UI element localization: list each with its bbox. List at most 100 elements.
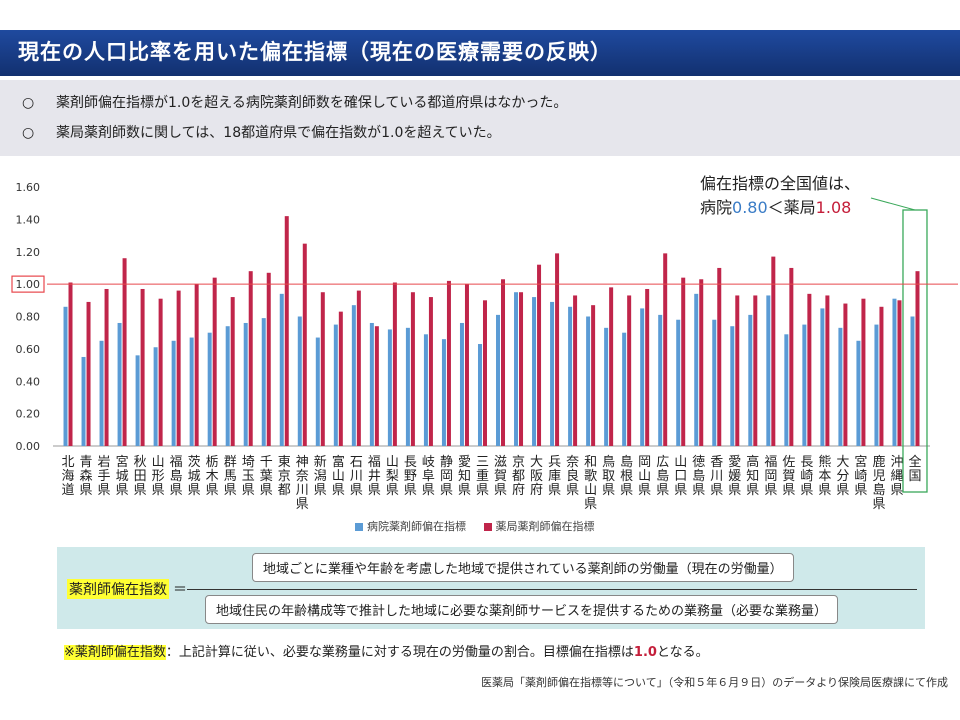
- bar-pharmacy: [248, 271, 253, 446]
- bar-pharmacy: [681, 277, 686, 446]
- category-label: 愛知県: [458, 455, 471, 498]
- bar-pharmacy: [897, 300, 902, 446]
- category-label: 香川県: [710, 455, 723, 498]
- category-label: 全国: [908, 454, 921, 484]
- bar-pharmacy: [140, 288, 145, 446]
- formula-label: 薬剤師偏在指数: [67, 579, 169, 599]
- legend-label-pharmacy: 薬局薬剤師偏在指標: [495, 520, 595, 533]
- bar-hospital: [333, 324, 338, 446]
- y-tick-label: 0.20: [16, 408, 41, 421]
- bar-pharmacy: [879, 306, 884, 446]
- category-label: 和歌山県: [584, 455, 597, 512]
- bar-hospital: [135, 355, 140, 446]
- bullet-text: 薬剤師偏在指標が1.0を超える病院薬剤師数を確保している都道府県はなかった。: [56, 95, 568, 111]
- bar-hospital: [532, 297, 537, 446]
- category-label: 沖縄県: [890, 455, 903, 498]
- category-label: 富山県: [332, 454, 345, 498]
- bar-hospital: [171, 340, 176, 446]
- formula-denominator: 地域住民の年齢構成等で推計した地域に必要な薬剤師サービスを提供するための業務量（…: [205, 595, 839, 624]
- bar-pharmacy: [374, 326, 379, 446]
- bar-pharmacy: [573, 295, 578, 446]
- bar-pharmacy: [320, 292, 325, 446]
- bar-pharmacy: [501, 279, 506, 446]
- category-label: 熊本県: [818, 454, 831, 498]
- bar-pharmacy: [663, 253, 668, 446]
- category-label: 山梨県: [386, 455, 399, 498]
- bar-pharmacy: [122, 258, 127, 446]
- category-label: 宮城県: [116, 454, 129, 498]
- bar-hospital: [63, 306, 68, 446]
- bar-hospital: [748, 314, 753, 446]
- bar-pharmacy: [861, 298, 866, 446]
- category-label: 群馬県: [224, 455, 237, 498]
- bar-pharmacy: [735, 295, 740, 446]
- bar-hospital: [297, 316, 302, 446]
- y-tick-label: 1.20: [16, 246, 41, 259]
- bar-pharmacy: [212, 277, 217, 446]
- category-label: 福島県: [170, 455, 183, 498]
- bullet-text: 薬局薬剤師数に関しては、18都道府県で偏在指数が1.0を超えていた。: [56, 125, 501, 141]
- bar-chart: 0.00 0.20 0.40 0.60 0.80 1.00 1.20 1.40 1.60 北海道青…: [11, 181, 958, 512]
- bar-pharmacy: [338, 311, 343, 446]
- category-label: 長野県: [404, 455, 417, 498]
- footnote-label: ※薬剤師偏在指数: [64, 645, 166, 660]
- category-label: 徳島県: [692, 455, 705, 498]
- category-label: 佐賀県: [782, 455, 795, 498]
- footnote-tail: となる。: [656, 645, 709, 660]
- bar-hospital: [459, 322, 464, 446]
- pharmacy-value: 1.08: [815, 198, 852, 217]
- bar-hospital: [640, 308, 645, 446]
- bar-hospital: [766, 295, 771, 446]
- bar-pharmacy: [392, 282, 397, 446]
- category-label: 山口県: [674, 455, 687, 498]
- category-label: 福井県: [368, 455, 381, 498]
- formula-equals: ＝: [173, 582, 187, 598]
- bar-hospital: [279, 293, 284, 446]
- bar-pharmacy: [356, 290, 361, 446]
- hospital-value: 0.80: [732, 198, 768, 217]
- category-label: 島根県: [620, 455, 633, 498]
- category-label: 高知県: [746, 454, 759, 498]
- bar-pharmacy: [284, 216, 289, 446]
- bar-pharmacy: [519, 292, 524, 446]
- bar-hospital: [496, 314, 501, 446]
- callout-line1: 偏在指標の全国値は、: [700, 174, 861, 193]
- category-label: 東京都: [278, 454, 291, 498]
- category-label: 石川県: [350, 455, 363, 498]
- bar-pharmacy: [807, 293, 812, 446]
- bar-pharmacy: [555, 253, 560, 446]
- bar-hospital: [856, 340, 861, 446]
- category-label: 栃木県: [206, 455, 219, 498]
- bullet-1: ○ 薬剤師偏在指標が1.0を超える病院薬剤師数を確保している都道府県はなかった。: [22, 92, 567, 112]
- bar-hospital: [694, 293, 699, 446]
- bar-hospital: [910, 316, 915, 446]
- hospital-label: 病院: [700, 198, 733, 217]
- category-label: 青森県: [80, 455, 93, 498]
- category-label: 滋賀県: [494, 455, 507, 498]
- bar-hospital: [225, 326, 230, 446]
- callout-line2: 病院0.80＜薬局1.08: [700, 196, 860, 220]
- category-label: 京都府: [512, 455, 525, 498]
- title-band: [0, 30, 960, 76]
- bar-hospital: [387, 329, 392, 446]
- bar-hospital: [189, 337, 194, 446]
- y-tick-label: 0.80: [16, 311, 41, 324]
- ytick-highlight-box: [11, 275, 45, 293]
- bar-pharmacy: [627, 295, 632, 446]
- bar-pharmacy: [302, 243, 307, 446]
- category-label: 新潟県: [314, 454, 327, 498]
- bar-hospital: [405, 327, 410, 446]
- category-label: 広島県: [656, 455, 669, 498]
- footnote: ※薬剤師偏在指数：上記計算に従い、必要な業務量に対する現在の労働量の割合。目標偏…: [64, 641, 709, 660]
- bar-hospital: [315, 337, 320, 446]
- bar-pharmacy: [464, 284, 469, 446]
- chart-legend: 病院薬剤師偏在指標 薬局薬剤師偏在指標: [355, 518, 609, 534]
- category-label: 奈良県: [566, 455, 579, 498]
- bar-hospital: [351, 305, 356, 446]
- bar-pharmacy: [230, 297, 235, 446]
- summary-box: ○ 薬剤師偏在指標が1.0を超える病院薬剤師数を確保している都道府県はなかった。 …: [0, 80, 960, 156]
- bar-hospital: [514, 292, 519, 446]
- bullet-2: ○ 薬局薬剤師数に関しては、18都道府県で偏在指数が1.0を超えていた。: [22, 122, 501, 142]
- bar-hospital: [550, 301, 555, 446]
- bar-hospital: [261, 318, 266, 446]
